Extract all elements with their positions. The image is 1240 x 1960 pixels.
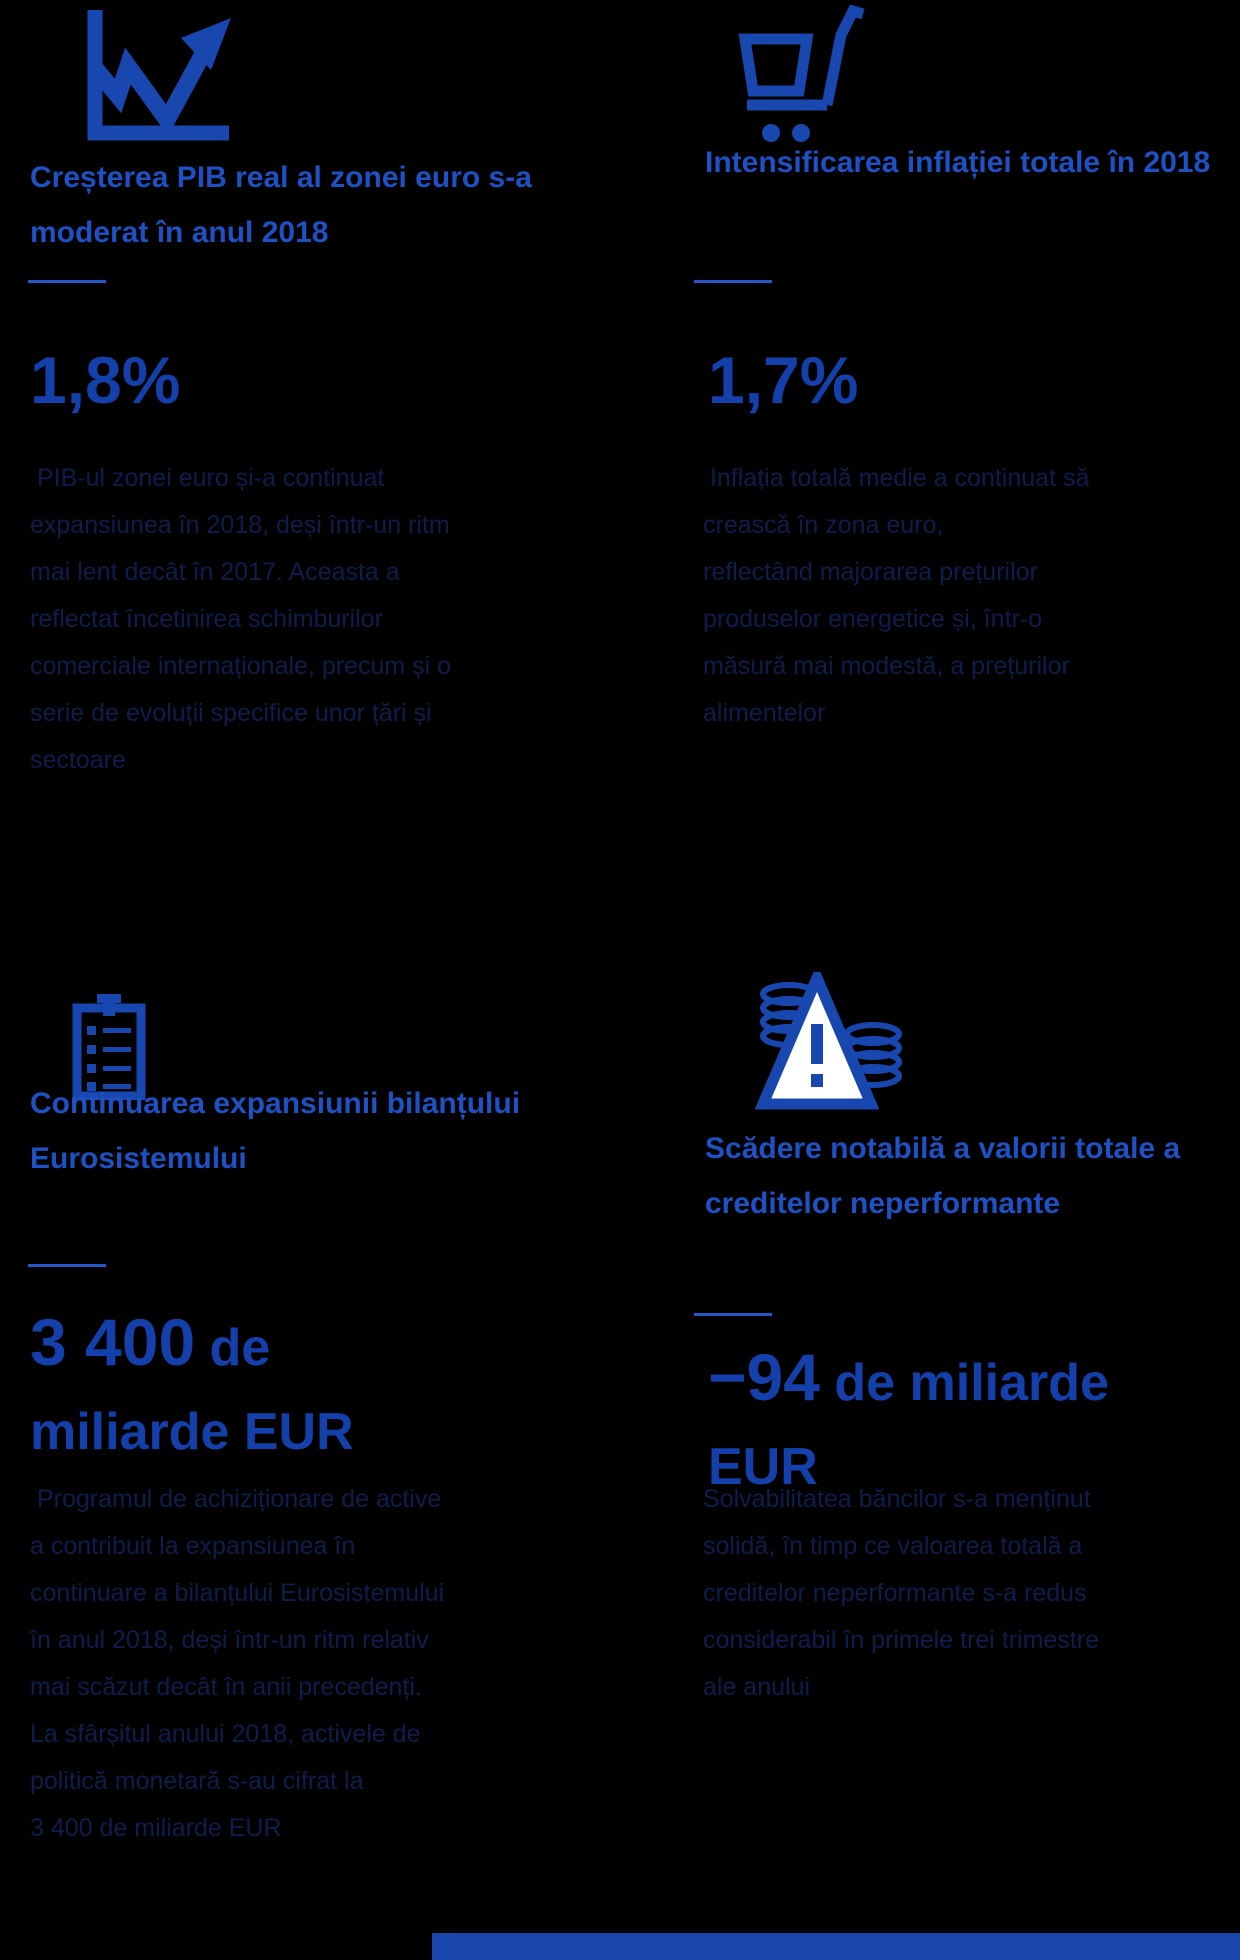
stat-line2: EUR (708, 1438, 818, 1496)
coins-warning-icon (754, 964, 905, 1117)
card-body-inflation: Inflația totală medie a continuat să cre… (703, 464, 1090, 727)
divider-line (694, 280, 772, 283)
stat-line2: miliarde EUR (30, 1403, 354, 1461)
stat-number: 1,8% (30, 343, 181, 417)
shopping-cart-icon (735, 4, 870, 152)
card-heading-balance-sheet: Continuarea expansiunii bilanțului Euros… (30, 1087, 521, 1175)
divider-line (694, 1313, 772, 1316)
divider-line (28, 280, 106, 283)
stat-value-gdp: 1,8% (30, 338, 180, 428)
stat-value-balance-sheet: 3 400 de miliarde EUR (30, 1300, 354, 1474)
card-body-npl: Solvabilitatea băncilor s-a menținut sol… (703, 1485, 1099, 1701)
line-chart-up-arrow-icon (85, 8, 233, 147)
stat-number: −94 (708, 1340, 820, 1414)
stat-suffix: de miliarde (819, 1354, 1109, 1412)
stat-suffix: de (195, 1319, 271, 1377)
card-heading-npl: Scădere notabilă a valorii totale a cred… (705, 1132, 1181, 1220)
divider-line (28, 1264, 106, 1267)
card-heading-inflation: Intensificarea inflației totale în 2018 (705, 146, 1211, 179)
stat-value-npl: −94 de miliarde EUR (708, 1335, 1109, 1509)
stat-number: 3 400 (30, 1305, 196, 1379)
clipboard-checklist-icon (71, 994, 147, 1105)
bottom-blue-bar (432, 1933, 1240, 1960)
card-body-gdp: PIB-ul zonei euro și-a continuat expansi… (30, 464, 452, 774)
card-heading-gdp: Creșterea PIB real al zonei euro s-a mod… (30, 161, 532, 249)
stat-number: 1,7% (708, 343, 859, 417)
card-body-balance-sheet: Programul de achiziționare de active a c… (30, 1485, 445, 1842)
stat-value-inflation: 1,7% (708, 338, 858, 428)
